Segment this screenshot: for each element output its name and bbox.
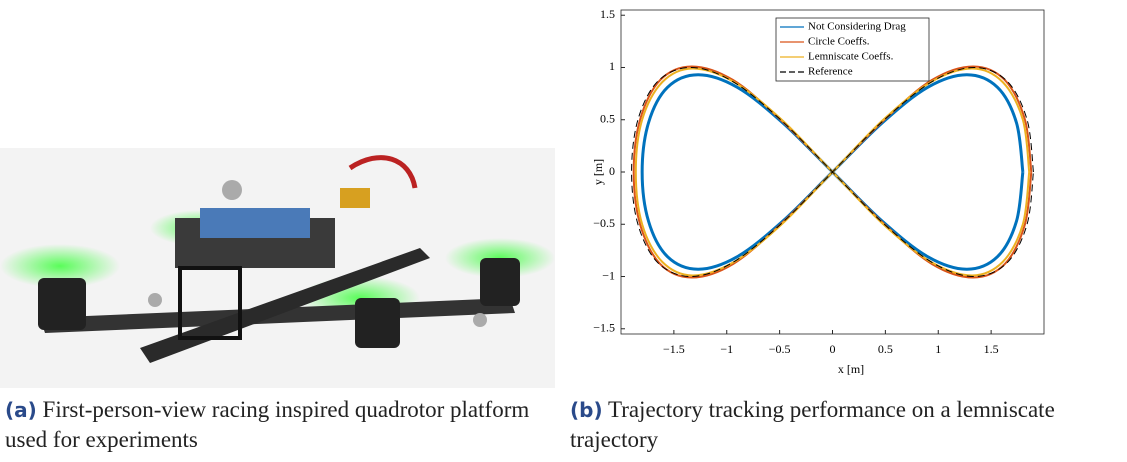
chart: x [m] y [m] −1.5 −1 −0.5 0 0.5 1 1.5 −1.5 −1 −0.5… xyxy=(567,0,1127,385)
legend-label: Not Considering Drag xyxy=(808,21,906,33)
x-tick-label: −1.5 xyxy=(663,342,685,356)
y-tick-label: 1 xyxy=(609,59,615,73)
caption-text: Trajectory tracking performance on a lem… xyxy=(570,397,1055,452)
caption: (a) First-person-view racing inspired qu… xyxy=(5,395,550,454)
caption: (b) Trajectory tracking performance on a… xyxy=(570,395,1070,454)
caption-text: First-person-view racing inspired quadro… xyxy=(5,397,529,452)
x-tick-label: 0.5 xyxy=(878,342,893,356)
x-tick-label: 1 xyxy=(935,342,941,356)
y-tick-label: −1 xyxy=(602,268,615,282)
x-tick-label: −1 xyxy=(720,342,733,356)
x-tick-label: −0.5 xyxy=(769,342,791,356)
x-tick-label: 0 xyxy=(830,342,836,356)
y-tick-label: 0.5 xyxy=(600,111,615,125)
y-tick-label: −1.5 xyxy=(593,321,615,335)
x-axis-label: x [m] xyxy=(838,362,864,376)
x-tick-label: 1.5 xyxy=(984,342,999,356)
legend-label: Circle Coeffs. xyxy=(808,36,870,48)
y-tick-label: 0 xyxy=(609,164,615,178)
photo xyxy=(0,148,555,388)
series-line xyxy=(632,67,1034,276)
y-tick-label: −0.5 xyxy=(593,216,615,230)
y-axis-label: y [m] xyxy=(591,159,605,185)
caption-label: (a) xyxy=(5,398,37,422)
legend-label: Lemniscate Coeffs. xyxy=(808,51,894,63)
legend-label: Reference xyxy=(808,66,853,78)
page: x [m] y [m] −1.5 −1 −0.5 0 0.5 1 1.5 −1.5 −1 −0.5… xyxy=(0,0,1127,462)
caption-label: (b) xyxy=(570,398,603,422)
y-tick-label: 1.5 xyxy=(600,7,615,21)
